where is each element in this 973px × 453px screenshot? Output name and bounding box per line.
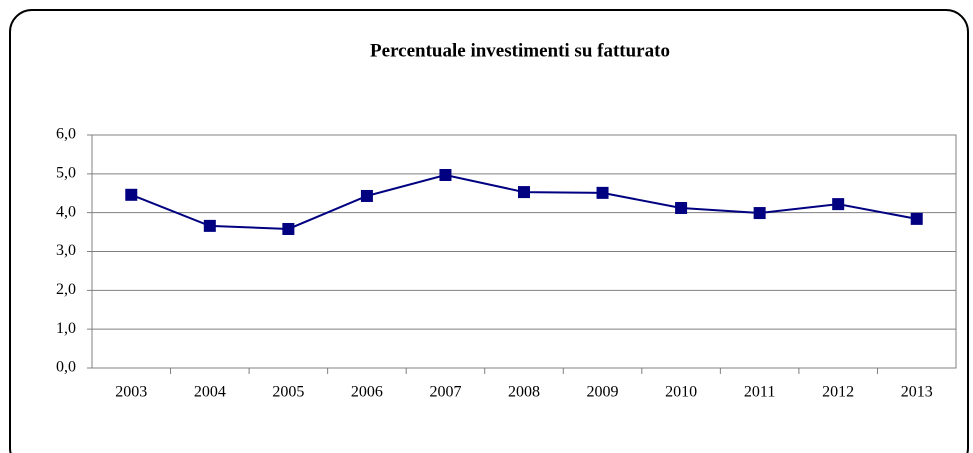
data-point <box>832 198 845 211</box>
x-tick-label: 2006 <box>351 384 383 401</box>
data-point <box>518 186 530 199</box>
y-tick-label: 1,0 <box>56 320 76 337</box>
x-tick-label: 2013 <box>901 384 933 401</box>
y-tick-label: 2,0 <box>56 281 76 298</box>
y-tick-label: 3,0 <box>56 242 76 259</box>
data-point <box>439 168 452 181</box>
x-tick-label: 2011 <box>744 384 775 401</box>
y-tick-label: 6,0 <box>56 126 76 143</box>
x-tick-label: 2004 <box>194 384 226 401</box>
data-point <box>203 219 216 232</box>
x-tick-label: 2012 <box>822 384 854 401</box>
x-tick-label: 2009 <box>587 384 619 401</box>
data-point <box>910 212 923 225</box>
data-point <box>675 202 688 215</box>
data-point <box>125 188 138 201</box>
data-point <box>753 207 766 220</box>
x-tick-label: 2008 <box>508 384 540 401</box>
x-tick-label: 2003 <box>115 384 147 401</box>
chart-title: Percentuale investimenti su fatturato <box>370 40 670 61</box>
y-tick-label: 4,0 <box>56 203 76 220</box>
y-tick-label: 0,0 <box>56 359 76 376</box>
x-tick-label: 2007 <box>429 384 461 401</box>
data-point <box>282 222 295 235</box>
data-point <box>596 186 609 199</box>
data-point <box>360 189 373 202</box>
y-tick-label: 5,0 <box>56 165 76 182</box>
chart-frame <box>9 9 969 453</box>
x-tick-label: 2010 <box>665 384 697 401</box>
x-tick-label: 2005 <box>272 384 304 401</box>
